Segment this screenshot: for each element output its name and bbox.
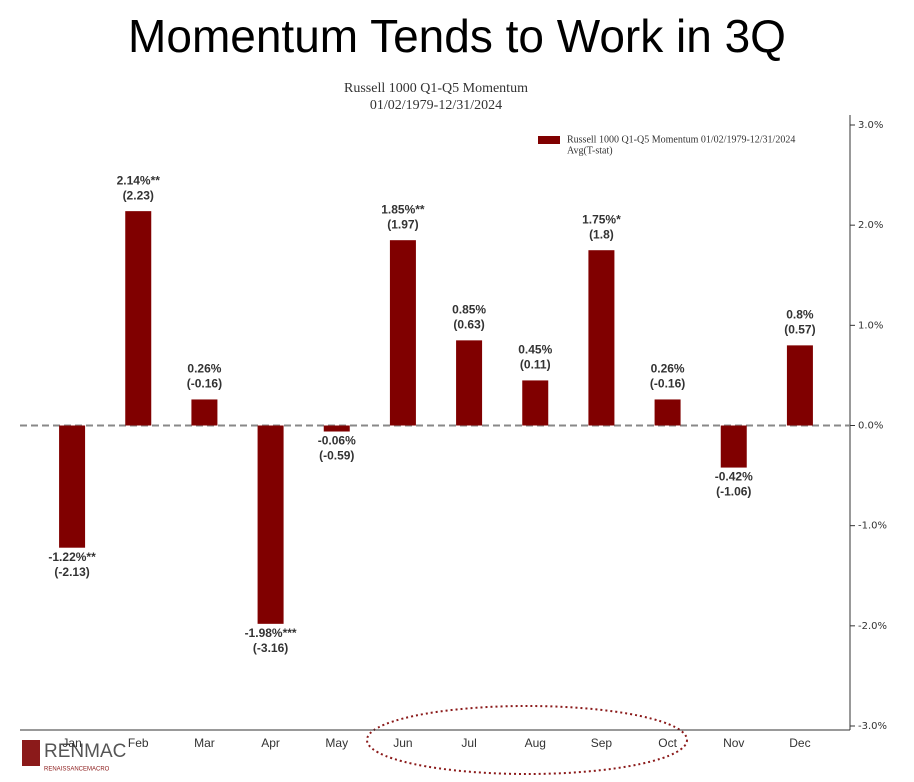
- chart-subtitle: 01/02/1979-12/31/2024: [370, 98, 502, 113]
- y-tick-label: 1.0%: [858, 320, 883, 331]
- x-tick-label: Jul: [461, 736, 476, 750]
- legend-note: Avg(T-stat): [567, 145, 613, 156]
- x-tick-label: Jun: [393, 736, 412, 750]
- value-label: -0.06%: [318, 434, 356, 448]
- tstat-label: (-0.16): [187, 377, 222, 391]
- value-label: 0.26%: [187, 362, 221, 376]
- value-label: 1.75%*: [582, 212, 621, 226]
- legend-swatch: [538, 136, 560, 144]
- tstat-label: (-2.13): [54, 565, 89, 579]
- bar: [257, 425, 284, 624]
- y-tick-label: 3.0%: [858, 120, 883, 131]
- value-label: 0.8%: [786, 308, 814, 322]
- logo-icon: [22, 740, 40, 766]
- tstat-label: (1.97): [387, 217, 418, 231]
- tstat-label: (0.63): [453, 318, 484, 332]
- bar: [786, 345, 813, 426]
- logo-name: RENMAC: [44, 741, 126, 762]
- bar: [654, 399, 681, 426]
- tstat-label: (-3.16): [253, 641, 288, 655]
- value-label: -0.42%: [715, 470, 753, 484]
- y-tick-label: 2.0%: [858, 220, 883, 231]
- y-tick-label: -3.0%: [858, 721, 887, 732]
- logo-tagline: RENAISSANCEMACRO: [44, 767, 110, 773]
- bar: [456, 340, 483, 426]
- y-tick-label: -1.0%: [858, 521, 887, 532]
- bar: [522, 380, 549, 426]
- x-tick-label: Oct: [658, 736, 677, 750]
- x-tick-label: Aug: [525, 736, 546, 750]
- tstat-label: (-0.59): [319, 449, 354, 463]
- tstat-label: (-1.06): [716, 485, 751, 499]
- y-tick-label: 0.0%: [858, 421, 883, 432]
- value-label: 2.14%**: [117, 173, 161, 187]
- value-label: 1.85%**: [381, 202, 425, 216]
- x-tick-label: Sep: [591, 736, 613, 750]
- y-tick-label: -2.0%: [858, 621, 887, 632]
- tstat-label: (-0.16): [650, 377, 685, 391]
- tstat-label: (0.57): [784, 323, 815, 337]
- bar: [59, 425, 86, 548]
- x-tick-label: Feb: [128, 736, 149, 750]
- bar: [125, 211, 152, 426]
- chart-title: Russell 1000 Q1-Q5 Momentum: [344, 81, 528, 96]
- x-tick-label: Dec: [789, 736, 810, 750]
- bar: [323, 425, 350, 432]
- tstat-label: (0.11): [520, 358, 551, 372]
- tstat-label: (1.8): [589, 227, 614, 241]
- x-tick-label: Apr: [261, 736, 280, 750]
- x-tick-label: Jan: [62, 736, 81, 750]
- tstat-label: (2.23): [123, 188, 154, 202]
- x-tick-label: Mar: [194, 736, 215, 750]
- bar: [588, 250, 615, 426]
- x-tick-label: May: [325, 736, 348, 750]
- bar: [720, 425, 747, 468]
- value-label: 0.26%: [651, 362, 685, 376]
- page-title: Momentum Tends to Work in 3Q: [128, 10, 786, 62]
- value-label: 0.45%: [518, 343, 552, 357]
- value-label: -1.22%**: [48, 550, 96, 564]
- value-label: 0.85%: [452, 303, 486, 317]
- bar: [389, 240, 416, 426]
- x-tick-label: Nov: [723, 736, 744, 750]
- value-label: -1.98%***: [245, 626, 297, 640]
- highlight-ellipse: [366, 705, 688, 775]
- bar: [191, 399, 218, 426]
- legend-label: Russell 1000 Q1-Q5 Momentum 01/02/1979-1…: [567, 134, 795, 145]
